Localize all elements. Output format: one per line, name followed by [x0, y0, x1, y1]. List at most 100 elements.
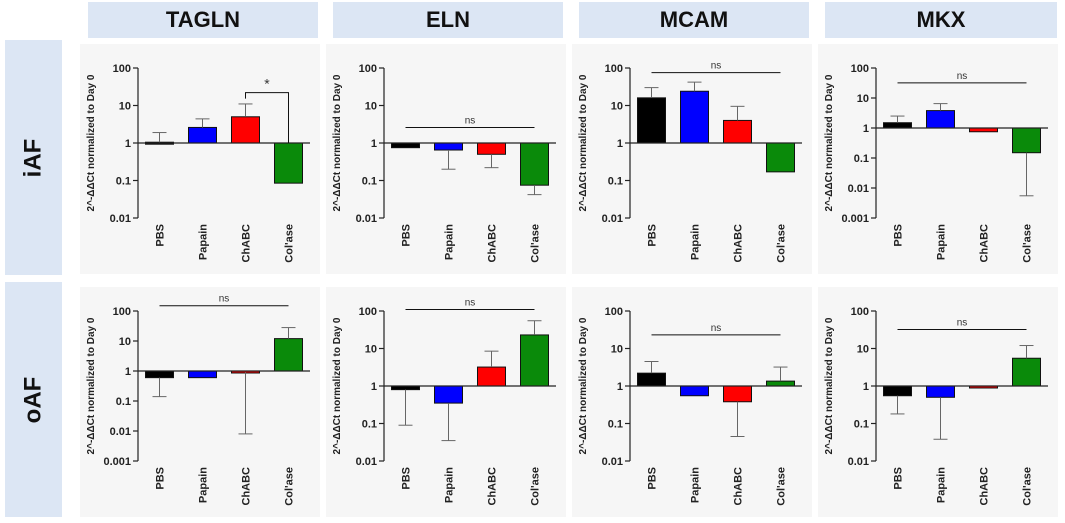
- chart-panel: 2^-ΔΔCt normalized to Day 0 100 10 1 0.1 0.01…: [572, 287, 812, 517]
- y-tick-label: 0.1: [608, 176, 623, 188]
- x-tick-label-col-ase: Col'ase: [530, 224, 542, 263]
- y-tick-label: 0.1: [854, 419, 869, 431]
- x-tick-label-chabc: ChABC: [241, 467, 253, 506]
- y-tick-label: 100: [851, 306, 869, 318]
- y-tick-label: 1: [617, 381, 623, 393]
- y-tick-label: 0.01: [602, 456, 623, 468]
- y-tick-label: 0.01: [356, 456, 377, 468]
- x-tick-label-papain: Papain: [936, 224, 948, 260]
- x-tick-label-col-ase: Col'ase: [776, 467, 788, 506]
- y-tick-label: 0.1: [854, 153, 869, 165]
- y-tick-label: 100: [851, 63, 869, 75]
- bar-pbs: [637, 372, 666, 387]
- chart-panel: 2^-ΔΔCt normalized to Day 0 100 10 1 0.1 0.01…: [818, 44, 1058, 274]
- x-tick-label-pbs: PBS: [401, 224, 413, 247]
- x-tick-label-chabc: ChABC: [979, 467, 991, 506]
- column-header-tagln: TAGLN: [88, 2, 318, 38]
- bar-col-ase: [1012, 127, 1041, 154]
- row-header-oaf: oAF: [5, 282, 62, 517]
- y-axis-label: 2^-ΔΔCt normalized to Day 0: [332, 74, 343, 211]
- bar-chabc: [723, 385, 752, 403]
- column-header-mcam: MCAM: [579, 2, 809, 38]
- chart-panel: 2^-ΔΔCt normalized to Day 0 100 10 1 0.1 0.01…: [818, 287, 1058, 517]
- y-tick-label: 100: [605, 63, 623, 75]
- bar-papain: [188, 370, 217, 379]
- y-axis-label: 2^-ΔΔCt normalized to Day 0: [86, 317, 97, 454]
- row-header-iaf-label: iAF: [19, 138, 47, 177]
- y-axis-label: 2^-ΔΔCt normalized to Day 0: [86, 74, 97, 211]
- bar-pbs: [883, 122, 912, 129]
- row-header-oaf-label: oAF: [19, 376, 47, 423]
- x-tick-label-papain: Papain: [690, 467, 702, 503]
- x-tick-label-col-ase: Col'ase: [284, 467, 296, 506]
- bar-papain: [680, 385, 709, 397]
- y-tick-label: 0.01: [602, 213, 623, 225]
- chart-eln-oaf: 2^-ΔΔCt normalized to Day 0 100 10 1 0.1 0.01…: [332, 297, 556, 506]
- x-tick-label-col-ase: Col'ase: [530, 467, 542, 506]
- y-tick-label: 1: [863, 381, 869, 393]
- y-tick-label: 1: [125, 138, 131, 150]
- y-tick-label: 0.01: [110, 213, 131, 225]
- bar-col-ase: [520, 142, 549, 186]
- y-axis-label: 2^-ΔΔCt normalized to Day 0: [824, 74, 835, 211]
- chart-panel: 2^-ΔΔCt normalized to Day 0 100 10 1 0.1 0.01…: [572, 44, 812, 274]
- x-tick-label-pbs: PBS: [155, 467, 167, 490]
- bar-papain: [434, 385, 463, 404]
- significance-bracket: [245, 92, 289, 143]
- x-tick-label-col-ase: Col'ase: [284, 224, 296, 263]
- bar-chabc: [477, 366, 506, 387]
- bar-pbs: [637, 97, 666, 144]
- y-tick-label: 0.01: [848, 183, 869, 195]
- y-axis-label: 2^-ΔΔCt normalized to Day 0: [578, 317, 589, 454]
- significance-label: ns: [465, 297, 476, 308]
- y-tick-label: 1: [371, 138, 377, 150]
- x-tick-label-papain: Papain: [198, 224, 210, 260]
- bar-papain: [680, 90, 709, 144]
- y-tick-label: 10: [365, 101, 377, 113]
- bar-chabc: [477, 142, 506, 155]
- bar-col-ase: [766, 380, 795, 387]
- y-axis-label: 2^-ΔΔCt normalized to Day 0: [332, 317, 343, 454]
- chart-mcam-iaf: 2^-ΔΔCt normalized to Day 0 100 10 1 0.1 0.01…: [578, 61, 802, 263]
- bar-papain: [926, 385, 955, 398]
- column-header-mkx: MKX: [825, 2, 1057, 38]
- y-tick-label: 0.1: [362, 176, 377, 188]
- bar-chabc: [723, 119, 752, 144]
- y-tick-label: 0.1: [116, 396, 131, 408]
- x-tick-label-chabc: ChABC: [487, 224, 499, 263]
- x-tick-label-chabc: ChABC: [733, 467, 745, 506]
- y-tick-label: 10: [611, 101, 623, 113]
- significance-label: ns: [219, 294, 230, 305]
- x-tick-label-pbs: PBS: [647, 224, 659, 247]
- y-tick-label: 1: [617, 138, 623, 150]
- chart-panel: 2^-ΔΔCt normalized to Day 0 100 10 1 0.1 0.01…: [326, 44, 566, 274]
- x-tick-label-pbs: PBS: [893, 224, 905, 247]
- y-tick-label: 0.001: [841, 213, 869, 225]
- y-axis-label: 2^-ΔΔCt normalized to Day 0: [578, 74, 589, 211]
- y-tick-label: 10: [119, 101, 131, 113]
- y-tick-label: 0.1: [362, 419, 377, 431]
- y-tick-label: 100: [359, 63, 377, 75]
- significance-label: ns: [465, 115, 476, 126]
- x-tick-label-chabc: ChABC: [733, 224, 745, 263]
- bar-col-ase: [274, 338, 303, 372]
- bar-col-ase: [766, 142, 795, 173]
- x-tick-label-pbs: PBS: [401, 467, 413, 490]
- chart-panel: 2^-ΔΔCt normalized to Day 0 100 10 1 0.1 0.01…: [80, 287, 320, 517]
- y-tick-label: 0.001: [103, 456, 131, 468]
- bar-pbs: [391, 142, 420, 149]
- y-tick-label: 0.1: [116, 176, 131, 188]
- x-tick-label-chabc: ChABC: [487, 467, 499, 506]
- chart-tagln-iaf: 2^-ΔΔCt normalized to Day 0 100 10 1 0.1 0.01…: [86, 63, 310, 263]
- y-tick-label: 10: [365, 344, 377, 356]
- column-header-eln: ELN: [333, 2, 563, 38]
- bar-col-ase: [274, 142, 303, 184]
- y-tick-label: 1: [863, 123, 869, 135]
- y-tick-label: 100: [359, 306, 377, 318]
- y-tick-label: 0.01: [110, 426, 131, 438]
- y-tick-label: 100: [113, 306, 131, 318]
- y-tick-label: 1: [371, 381, 377, 393]
- y-axis-label: 2^-ΔΔCt normalized to Day 0: [824, 317, 835, 454]
- bar-papain: [926, 110, 955, 129]
- y-tick-label: 10: [611, 344, 623, 356]
